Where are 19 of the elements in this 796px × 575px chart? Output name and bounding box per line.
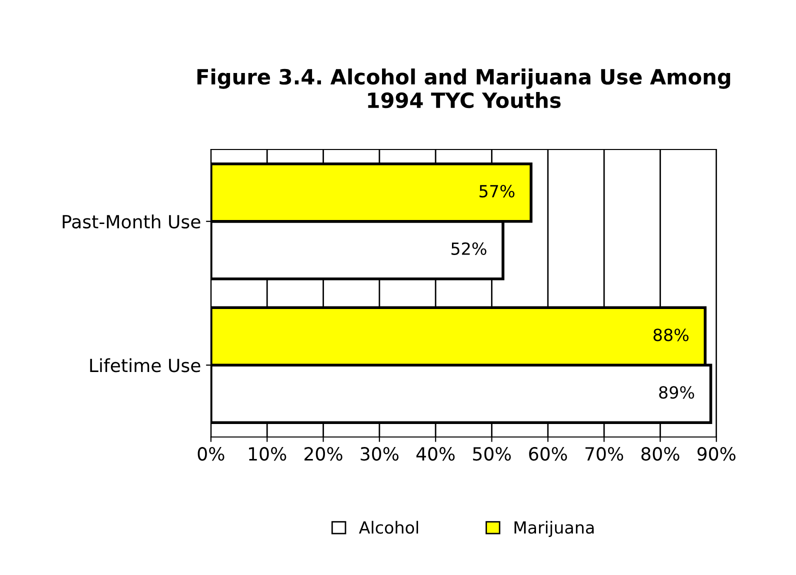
data-label: 57% xyxy=(480,184,514,198)
data-label: 88% xyxy=(654,328,689,342)
legend-label: Alcohol xyxy=(358,520,418,534)
x-tick-label: 90% xyxy=(697,447,736,461)
x-tick-label: 50% xyxy=(473,447,511,461)
x-tick-label: 30% xyxy=(360,447,398,461)
chart-title: Figure 3.4. Alcohol and Marijuana Use Among 1994 TYC Youths xyxy=(197,68,730,108)
x-tick-label: 10% xyxy=(249,447,286,461)
x-tick-label: 0% xyxy=(198,447,224,461)
legend-label: Marijuana xyxy=(514,520,594,537)
data-label: 89% xyxy=(659,386,694,399)
x-tick-label: 60% xyxy=(529,447,567,461)
x-tick-label: 80% xyxy=(641,447,680,461)
x-tick-label: 40% xyxy=(416,447,455,461)
x-tick-label: 70% xyxy=(585,447,624,461)
x-tick-label: 20% xyxy=(304,447,342,461)
y-tick-label: Lifetime Use xyxy=(90,358,200,372)
data-label: 52% xyxy=(451,242,486,255)
y-tick-label: Past-Month Use xyxy=(62,214,200,228)
